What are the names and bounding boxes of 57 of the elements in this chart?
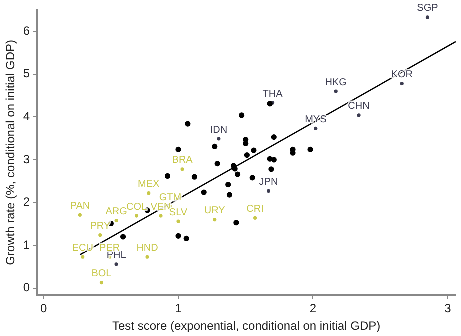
y-tick-label: 4 xyxy=(23,109,30,124)
data-label: COL xyxy=(126,202,148,213)
y-tick-label: 6 xyxy=(23,24,30,38)
data-label: IDN xyxy=(210,124,228,136)
point xyxy=(308,146,314,153)
point xyxy=(268,166,274,172)
point xyxy=(271,134,277,140)
point xyxy=(120,234,126,240)
point xyxy=(232,166,238,172)
data-label: HND xyxy=(136,242,158,254)
data-label: URY xyxy=(204,206,226,217)
point xyxy=(251,148,257,154)
data-label: BOL xyxy=(92,268,112,280)
point xyxy=(192,174,198,180)
y-axis-title: Growth rate (%, conditional on initial GDP) xyxy=(4,40,18,266)
data-label: CRI xyxy=(246,204,264,215)
data-label: CHN xyxy=(348,101,370,112)
data-label: SLV xyxy=(169,207,188,218)
data-label: BRA xyxy=(172,155,194,166)
data-label: ARG xyxy=(106,206,128,218)
data-label: HKG xyxy=(325,77,348,88)
point xyxy=(267,101,273,107)
point xyxy=(214,161,220,167)
y-tick-label: 3 xyxy=(23,152,30,166)
y-tick-label: 5 xyxy=(23,66,30,81)
point xyxy=(244,152,250,158)
point xyxy=(176,146,182,153)
x-tick-label: 2 xyxy=(310,302,317,316)
point xyxy=(212,144,218,150)
x-axis-title: Test score (exponential, conditional on initial GDP) xyxy=(112,319,381,334)
x-tick-label: 3 xyxy=(444,302,452,316)
point xyxy=(226,192,232,198)
x-tick-label: 0 xyxy=(40,302,48,316)
data-label: PAN xyxy=(70,200,90,212)
x-tick-label: 1 xyxy=(175,302,182,316)
data-label: JPN xyxy=(259,176,278,188)
data-label: THA xyxy=(262,88,284,100)
point xyxy=(201,190,207,196)
point xyxy=(239,112,245,118)
data-label: PRY xyxy=(90,221,111,232)
y-tick-label: 0 xyxy=(23,280,30,295)
point xyxy=(234,172,241,178)
data-label: ECU xyxy=(72,242,94,254)
point xyxy=(226,182,232,188)
data-label: MEX xyxy=(138,179,160,190)
point xyxy=(185,121,191,127)
point xyxy=(176,233,182,239)
data-label: GTM xyxy=(159,192,182,204)
point xyxy=(184,236,190,242)
point xyxy=(164,173,171,180)
point xyxy=(271,157,277,163)
y-tick-label: 1 xyxy=(23,238,30,252)
point xyxy=(234,220,240,226)
y-tick-label: 2 xyxy=(23,195,30,210)
point xyxy=(250,175,256,181)
data-label: PHL xyxy=(106,250,127,262)
data-label: SGP xyxy=(417,3,439,14)
